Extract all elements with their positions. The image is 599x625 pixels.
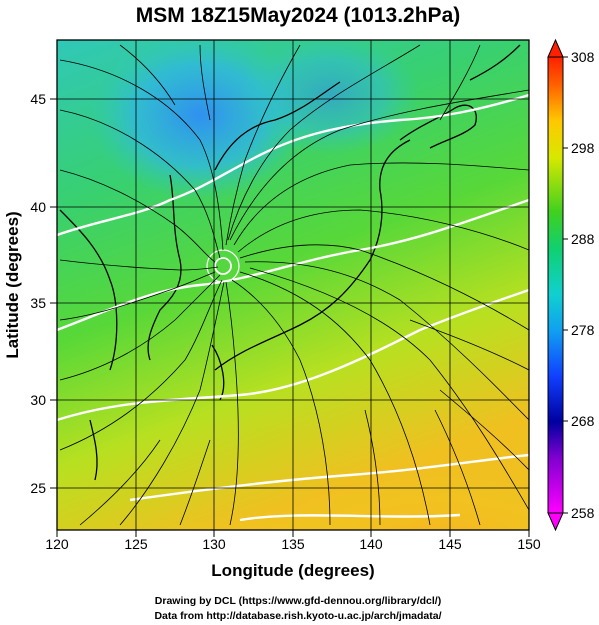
isotherm-293 — [129, 453, 529, 502]
x-tick-label: 140 — [359, 536, 383, 552]
x-axis-label: Longitude (degrees) — [211, 561, 374, 580]
colorbar-tick-label: 278 — [571, 322, 595, 338]
plot-area — [57, 40, 529, 530]
colorbar-tick-label: 258 — [571, 505, 595, 521]
graticule — [57, 40, 529, 530]
japan-honshu — [214, 139, 411, 371]
x-tick-label: 125 — [124, 536, 148, 552]
x-tick-label: 130 — [202, 536, 226, 552]
y-tick-label: 40 — [30, 199, 46, 215]
colorbar-tick-label: 288 — [571, 231, 595, 247]
credit-drawing: Drawing by DCL (https://www.gfd-dennou.o… — [155, 595, 441, 607]
colorbar-max-arrow — [547, 38, 564, 58]
credit-data: Data from http://database.rish.kyoto-u.a… — [154, 610, 441, 622]
taiwan — [89, 419, 98, 481]
isotherm-288 — [57, 288, 529, 422]
colorbar-tick-label: 308 — [571, 49, 595, 65]
isotherms — [57, 93, 529, 522]
russia-coast — [214, 81, 341, 171]
isotherm-283 — [57, 198, 529, 332]
y-tick-label: 35 — [30, 295, 46, 311]
isotherm-298 — [239, 513, 461, 522]
x-tick-label: 120 — [45, 536, 69, 552]
colorbar-tick-label: 268 — [571, 413, 595, 429]
y-tick-label: 30 — [30, 392, 46, 408]
x-axis: 120 125 130 135 140 145 150 Longitude (d… — [45, 530, 541, 580]
isotherm-278 — [57, 93, 529, 237]
y-tick-label: 45 — [30, 91, 46, 107]
korea-coast — [147, 174, 182, 361]
colorbar-gradient — [547, 56, 564, 514]
y-axis-label: Latitude (degrees) — [3, 211, 22, 358]
plot-title: MSM 18Z15May2024 (1013.2hPa) — [136, 4, 461, 27]
x-tick-label: 145 — [438, 536, 462, 552]
streamlines — [59, 44, 529, 526]
colorbar-min-arrow — [547, 512, 564, 532]
colorbar-tick-label: 298 — [571, 140, 595, 156]
y-axis: 45 40 35 30 25 Latitude (degrees) — [3, 91, 57, 496]
cold-air-region-east — [240, 40, 420, 155]
colorbar: 308 298 288 278 268 258 — [547, 38, 595, 532]
y-tick-label: 25 — [30, 480, 46, 496]
hokkaido — [399, 104, 477, 149]
sakhalin-coast — [469, 44, 521, 81]
x-tick-label: 135 — [281, 536, 305, 552]
x-tick-label: 150 — [517, 536, 541, 552]
